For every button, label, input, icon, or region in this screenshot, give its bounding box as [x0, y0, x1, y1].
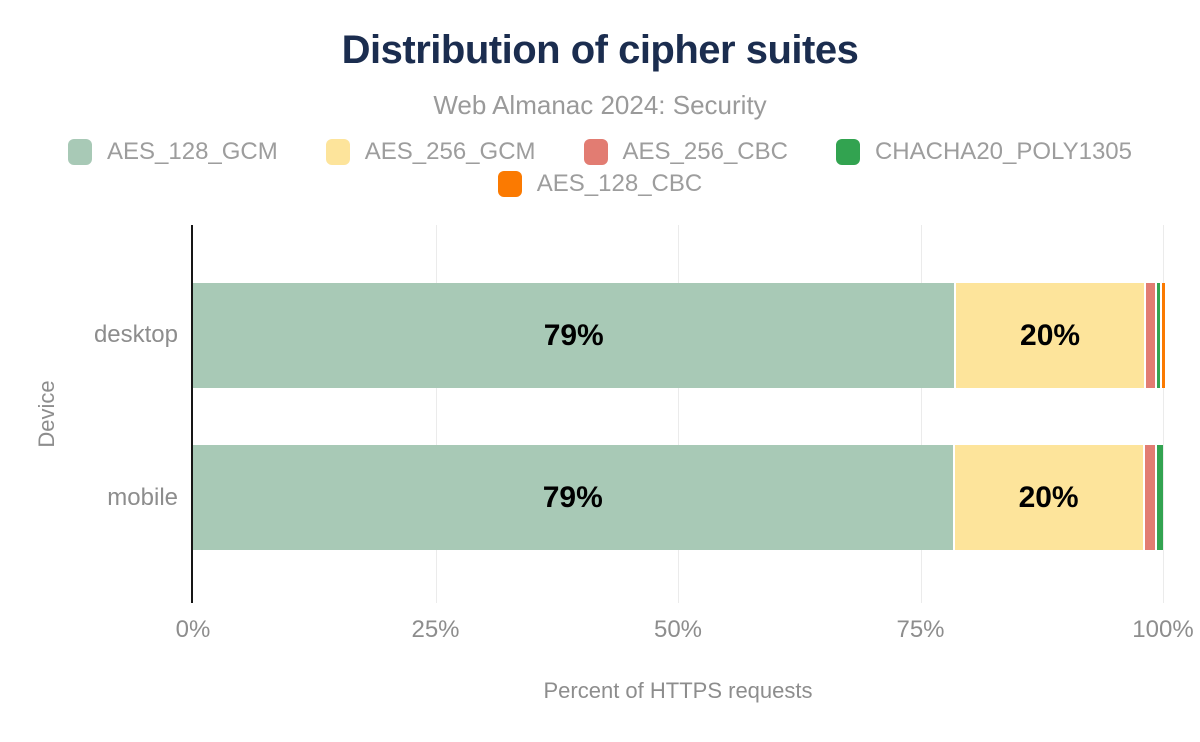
bar-segment-desktop-AES_256_CBC [1145, 283, 1156, 388]
legend: AES_128_GCM AES_256_GCM AES_256_CBC CHACHA2… [0, 138, 1200, 198]
y-axis-line [191, 225, 193, 603]
legend-item-AES_256_GCM: AES_256_GCM [325, 138, 536, 166]
gridline-25% [435, 225, 437, 603]
bar-value-label-desktop-AES_128_GCM: 79% [543, 318, 604, 352]
chart-title: Distribution of cipher suites [341, 28, 859, 72]
bar-value-label-desktop-AES_256_GCM: 20% [1020, 318, 1081, 352]
bar-segment-mobile-AES_256_CBC [1144, 445, 1155, 550]
legend-item-CHACHA20_POLY1305: CHACHA20_POLY1305 [835, 138, 1132, 166]
bar-segment-mobile-AES_256_GCM: 20% [954, 445, 1143, 550]
legend-swatch-CHACHA20_POLY1305 [835, 139, 860, 165]
legend-item-AES_128_CBC: AES_128_CBC [497, 170, 703, 198]
x-tick-100%: 100% [1132, 616, 1194, 643]
x-tick-50%: 50% [653, 616, 703, 643]
gridline-100% [1163, 225, 1164, 603]
legend-swatch-AES_256_GCM [325, 139, 350, 165]
bar-segment-desktop-AES_128_GCM: 79% [193, 283, 955, 388]
x-tick-75%: 75% [896, 616, 945, 643]
gridline-75% [920, 225, 922, 603]
legend-row-2: AES_128_CBC [497, 170, 703, 198]
bar-segment-desktop-AES_128_CBC [1162, 283, 1166, 388]
legend-item-AES_256_CBC: AES_256_CBC [583, 138, 788, 166]
x-tick-0%: 0% [175, 616, 211, 643]
bar-segment-mobile-AES_128_GCM: 79% [193, 445, 953, 550]
bar-value-label-mobile-AES_256_GCM: 20% [1018, 480, 1079, 514]
bar-mobile: 79% 20% [193, 445, 1163, 550]
bar-segment-desktop-AES_256_GCM: 20% [956, 283, 1144, 388]
legend-swatch-AES_128_GCM [68, 139, 92, 165]
x-tick-25%: 25% [411, 616, 460, 643]
x-axis-title: Percent of HTTPS requests [543, 678, 813, 703]
bar-desktop: 79% 20% [193, 283, 1166, 388]
legend-swatch-AES_128_CBC [497, 171, 522, 197]
y-tick-desktop: desktop [93, 321, 178, 348]
legend-swatch-AES_256_CBC [583, 139, 608, 165]
legend-label-AES_128_GCM: AES_128_GCM [107, 138, 278, 165]
bar-value-label-mobile-AES_128_GCM: 79% [542, 480, 603, 514]
x-tick-labels: 0% 25% 50% 75% 100% [176, 616, 1194, 646]
chart-subtitle: Web Almanac 2024: Security [433, 90, 767, 120]
y-tick-mobile: mobile [107, 484, 178, 511]
legend-label-CHACHA20_POLY1305: CHACHA20_POLY1305 [874, 138, 1132, 165]
legend-label-AES_128_CBC: AES_128_CBC [536, 170, 703, 197]
bar-segment-desktop-CHACHA20_POLY1305 [1157, 283, 1161, 388]
legend-label-AES_256_GCM: AES_256_GCM [364, 138, 536, 165]
legend-item-AES_128_GCM: AES_128_GCM [68, 138, 278, 166]
gridline-50% [678, 225, 679, 603]
y-tick-labels: desktop mobile [0, 225, 180, 603]
bar-segment-mobile-CHACHA20_POLY1305 [1156, 445, 1163, 550]
plot-area: 79% 20% 79% 20% [193, 225, 1166, 603]
legend-row-1: AES_128_GCM AES_256_GCM AES_256_CBC CHACHA2… [68, 138, 1132, 166]
legend-label-AES_256_CBC: AES_256_CBC [622, 138, 788, 165]
